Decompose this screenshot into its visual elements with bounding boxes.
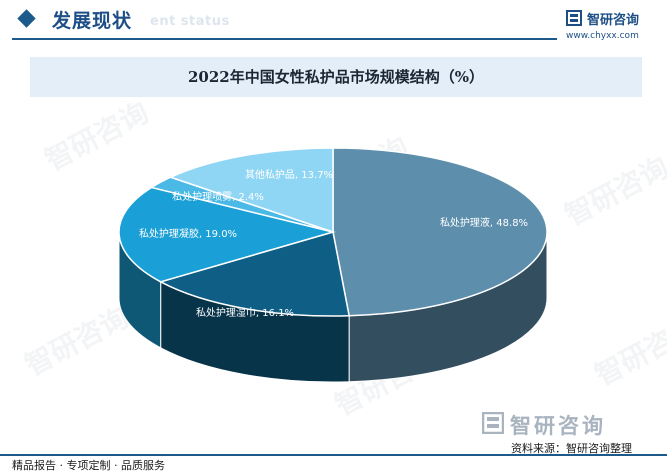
chart-title: 2022年中国女性私护品市场规模结构（%） (187, 68, 484, 86)
footer-brand-name: 智研咨询 (510, 414, 606, 438)
brand-name: 智研咨询 (587, 13, 640, 28)
section-title: 发展现状 (52, 10, 133, 32)
pie-labels: 私处护理液, 48.8% 私处护理湿巾, 16.1% 私处护理凝胶, 19.0% 私处… (139, 168, 528, 319)
footer-divider (0, 454, 667, 456)
pie-slice-私处护理凝胶 (118, 186, 336, 283)
pie-slice-其他私护品 (168, 147, 334, 234)
pie-sides (118, 231, 548, 383)
diamond-icon (17, 9, 36, 28)
header-divider (12, 38, 557, 40)
source-note: 资料来源：智研咨询整理 (511, 442, 632, 455)
slice-label: 私处护理凝胶, 19.0% (139, 227, 237, 240)
footer-logo-icon (482, 412, 504, 434)
header: 发展现状 ent status 智研咨询 www.chyxx.com (0, 0, 667, 44)
brand-url: www.chyxx.com (566, 31, 639, 41)
pie-slice-私处护理液 (332, 147, 548, 317)
pie-chart: 私处护理液, 48.8% 私处护理湿巾, 16.1% 私处护理凝胶, 19.0% 私处… (118, 147, 548, 383)
slice-label: 私处护理液, 48.8% (440, 216, 528, 229)
section-subtitle: ent status (150, 14, 230, 29)
pie-slice-私处护理湿巾 (158, 231, 351, 317)
footer-slogan: 精品报告 · 专项定制 · 品质服务 (12, 459, 165, 472)
slice-label: 其他私护品, 13.7% (245, 168, 333, 181)
slice-label: 私处护理湿巾, 16.1% (196, 306, 294, 319)
slice-label: 私处护理喷雾, 2.4% (172, 190, 264, 203)
brand: 智研咨询 www.chyxx.com (566, 9, 661, 45)
chart-title-band: 2022年中国女性私护品市场规模结构（%） (30, 57, 642, 97)
pie-top (118, 147, 548, 317)
footer-brand: 智研咨询 (482, 410, 662, 438)
brand-logo-icon (566, 10, 582, 26)
